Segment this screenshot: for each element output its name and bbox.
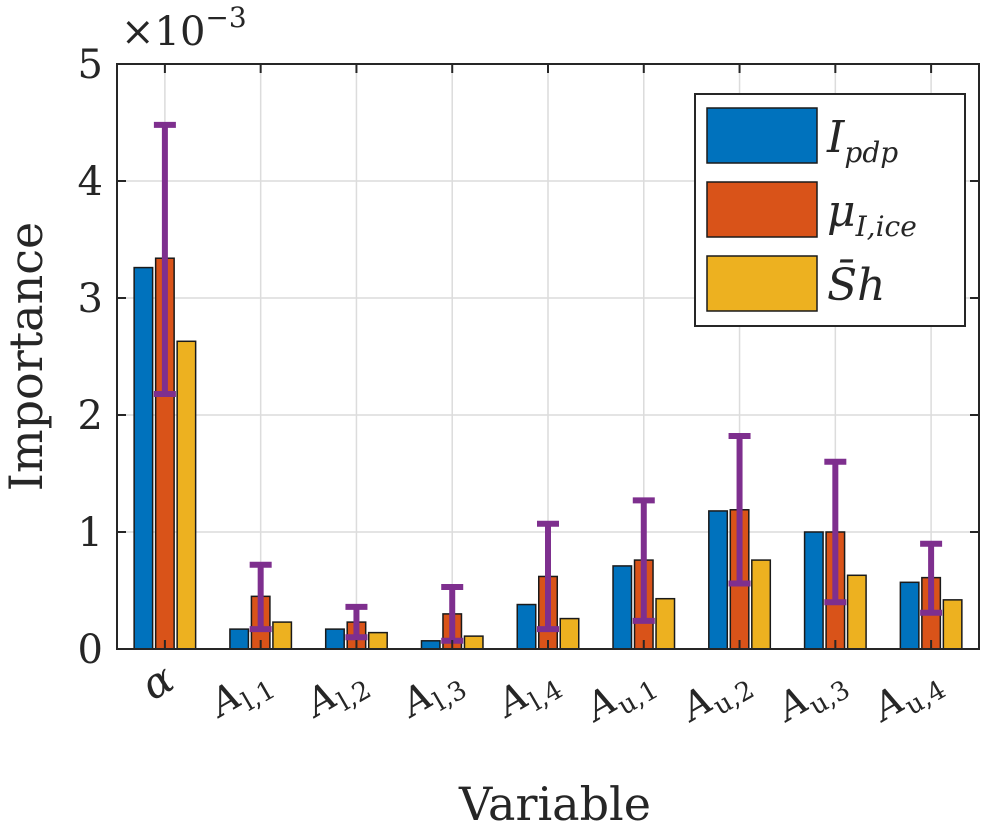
error-bar <box>728 433 751 587</box>
error-bar <box>920 540 943 616</box>
y-tick-label: 5 <box>78 42 103 88</box>
y-tick-label: 4 <box>78 159 103 205</box>
bar-3-7 <box>751 559 772 650</box>
legend: Ipdp μI,ice S̄h <box>694 93 966 327</box>
x-tick-label: Al,1 <box>200 657 281 733</box>
x-tick-label: Au,4 <box>863 657 951 737</box>
legend-swatch <box>706 181 818 238</box>
x-tick-label: Al,2 <box>296 657 377 733</box>
error-bar <box>537 520 559 633</box>
error-bar <box>824 458 847 606</box>
bar-1-3 <box>324 628 345 650</box>
bar-3-9 <box>942 599 963 650</box>
x-tick-label: Au,3 <box>767 657 855 737</box>
legend-label: S̄h <box>827 258 885 311</box>
bar-3-4 <box>463 635 484 650</box>
error-bar <box>249 561 272 633</box>
x-tick-label: Au,2 <box>672 657 760 737</box>
y-axis-exponent: ×10−3 <box>121 1 247 55</box>
bar-3-2 <box>272 621 293 650</box>
bar-1-9 <box>899 581 920 650</box>
bar-1-2 <box>229 628 250 650</box>
bar-1-5 <box>516 603 537 650</box>
bar-1-4 <box>420 640 441 650</box>
bar-3-1 <box>176 340 197 650</box>
y-tick-label: 2 <box>78 393 103 439</box>
error-bars <box>153 121 943 644</box>
error-bar <box>632 497 655 624</box>
bar-1-6 <box>612 565 633 650</box>
bar-3-6 <box>655 597 676 650</box>
y-axis-label: Importance <box>0 222 53 491</box>
bars <box>133 257 963 650</box>
error-bar <box>153 121 176 397</box>
bar-3-3 <box>367 631 388 650</box>
y-axis-exponent-power: −3 <box>205 1 246 34</box>
y-tick-label: 1 <box>78 510 103 556</box>
x-tick-label: Al,3 <box>392 657 473 733</box>
y-axis-ticks: 0 1 2 3 4 5 <box>78 42 979 673</box>
x-tick-label: Au,1 <box>576 657 664 737</box>
x-tick-label: Al,4 <box>487 657 568 733</box>
y-tick-label: 3 <box>78 276 103 322</box>
x-axis-label: Variable <box>458 777 651 830</box>
bar-1-8 <box>803 531 824 650</box>
bar-3-5 <box>559 617 580 650</box>
legend-swatch <box>706 255 818 312</box>
bar-1-7 <box>708 510 729 650</box>
y-axis-exponent-base: ×10 <box>121 9 205 55</box>
legend-label: μI,ice <box>827 186 917 243</box>
bar-3-8 <box>846 574 867 650</box>
legend-label: Ipdp <box>826 112 898 169</box>
bar-1-1 <box>133 266 154 650</box>
legend-swatch <box>706 107 818 164</box>
x-tick-label: α <box>133 653 182 710</box>
y-tick-label: 0 <box>78 627 103 673</box>
error-bar <box>345 603 368 641</box>
